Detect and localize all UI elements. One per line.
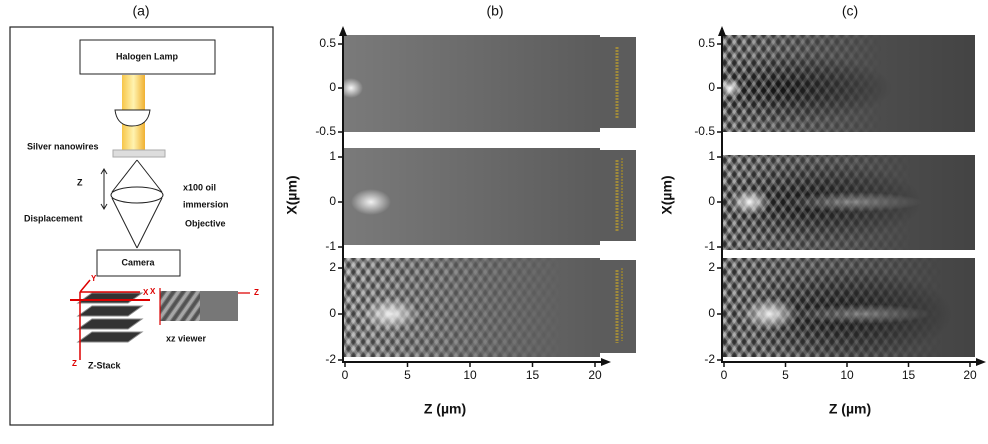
camera-label: Camera (121, 257, 155, 267)
objective-label: Objective (185, 218, 226, 228)
field-image (722, 35, 975, 132)
z-stack (70, 279, 150, 360)
x-tick-label: 5 (782, 368, 789, 382)
field-image (343, 258, 636, 357)
y-tick-label: 0 (708, 194, 715, 208)
x-axis-label: Z (µm) (829, 401, 871, 417)
shade (722, 258, 975, 357)
field-image (722, 258, 975, 357)
y-tick-label: 0 (329, 306, 336, 320)
x-tick-label: 15 (902, 368, 916, 382)
y-tick-label: 2 (329, 260, 336, 274)
sample-image (598, 37, 636, 128)
x-tick-label: 10 (463, 368, 477, 382)
intensity-map (722, 155, 975, 250)
shade (722, 35, 975, 132)
ray-lines (111, 159, 163, 249)
camera-box (96, 249, 181, 277)
objective-label: x100 oil (183, 182, 216, 192)
objective-label: immersion (183, 199, 229, 209)
intensity-map (343, 148, 600, 245)
sample-label: Silver nanowires (27, 141, 99, 151)
axis-label: X (143, 288, 149, 297)
y-tick-label: -2 (704, 352, 715, 366)
z-arrow (100, 168, 108, 210)
y-axis (342, 28, 603, 363)
shade (343, 148, 600, 245)
panel-label: (b) (486, 3, 503, 19)
viewer-label: xz viewer (166, 333, 207, 343)
shade (722, 155, 975, 250)
y-tick-label: 2 (708, 260, 715, 274)
condenser-lens (114, 109, 151, 127)
intensity-map (722, 258, 975, 357)
shade (343, 258, 600, 357)
axis-label: Z (254, 288, 259, 297)
x-tick-label: 20 (588, 368, 602, 382)
y-tick-label: 0.5 (319, 36, 336, 50)
y-tick-label: 0 (708, 80, 715, 94)
y-axis-label: X(µm) (284, 175, 300, 214)
panel-label: (c) (842, 3, 858, 19)
lamp-label: Halogen Lamp (116, 51, 179, 61)
x-tick-label: 0 (342, 368, 349, 382)
axis-label: Z (72, 359, 77, 368)
axis-label: Y (91, 274, 97, 283)
y-tick-label: -2 (325, 352, 336, 366)
x-tick-label: 10 (840, 368, 854, 382)
y-tick-label: 1 (708, 149, 715, 163)
setup-diagram: (a) Halogen Lamp Silver nanowires Z Disp… (9, 3, 274, 426)
x-tick-label: 5 (404, 368, 411, 382)
y-tick-label: 0 (329, 80, 336, 94)
y-tick-label: -0.5 (315, 124, 336, 138)
x-tick-label: 15 (526, 368, 540, 382)
field-image (722, 155, 975, 250)
y-tick-label: 0 (329, 194, 336, 208)
viewer-axes (159, 288, 250, 325)
y-tick-label: -1 (704, 239, 715, 253)
sample-slide (112, 149, 166, 158)
field-image (343, 148, 636, 245)
stack-label: Z-Stack (88, 360, 122, 370)
objective-lens (110, 186, 164, 204)
panel-label: (a) (132, 3, 149, 19)
sample-image (598, 150, 636, 241)
x-axis-label: Z (µm) (424, 401, 466, 417)
y-tick-label: 0.5 (698, 36, 715, 50)
lamp-box (79, 39, 216, 75)
x-tick-label: 20 (963, 368, 977, 382)
field-image (343, 35, 636, 132)
y-tick-label: -0.5 (694, 124, 715, 138)
intensity-map (722, 35, 975, 132)
y-tick-label: -1 (325, 239, 336, 253)
x-tick-label: 0 (721, 368, 728, 382)
intensity-map (343, 35, 600, 132)
shade (343, 35, 600, 132)
xz-viewer-texture (160, 291, 200, 321)
y-tick-label: 1 (329, 149, 336, 163)
y-tick-label: 0 (708, 306, 715, 320)
displacement-label: Displacement (24, 213, 83, 223)
intensity-map (343, 258, 600, 357)
y-axis-label: X(µm) (659, 175, 675, 214)
z-label: Z (77, 177, 83, 187)
axis-label: X (150, 287, 156, 296)
panel-frame (9, 26, 274, 426)
y-axis (721, 28, 978, 363)
